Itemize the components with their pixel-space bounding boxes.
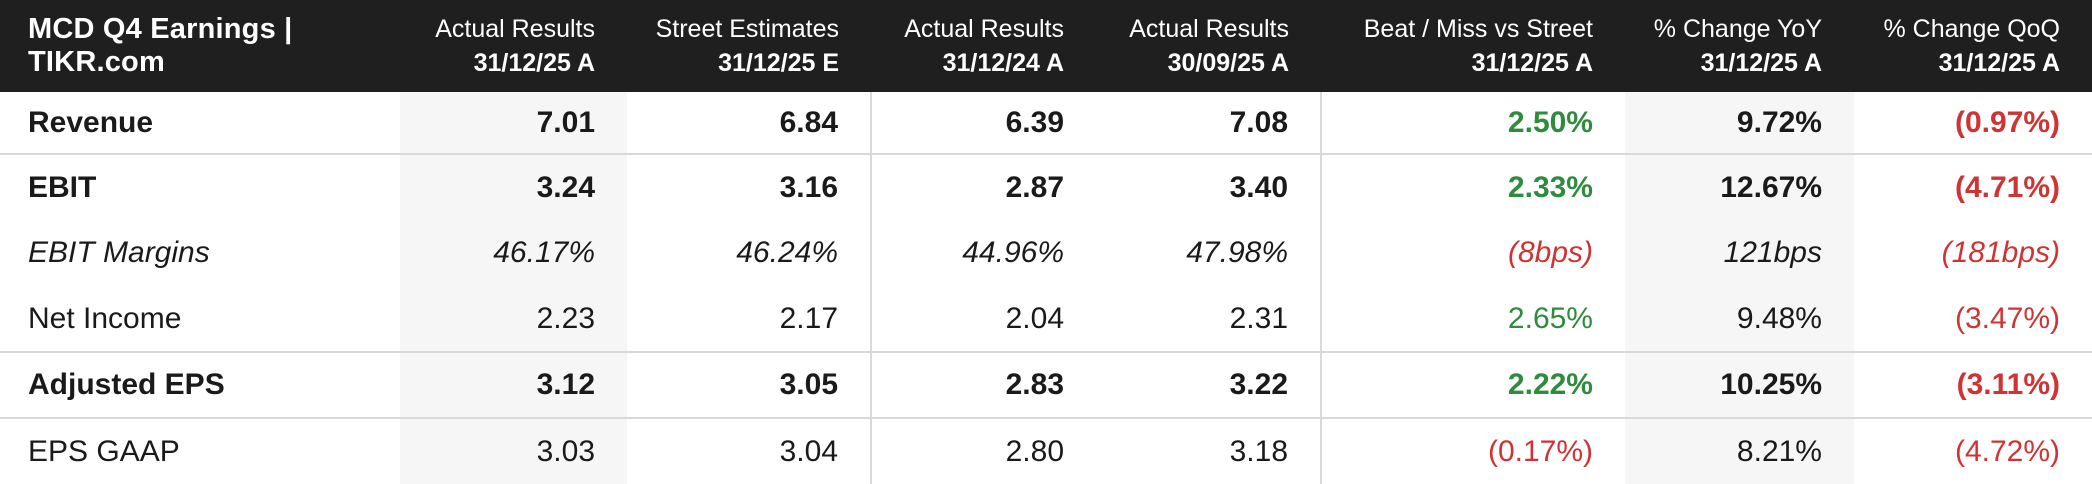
table-cell: 2.04 — [870, 286, 1096, 353]
row-label: EPS GAAP — [0, 418, 400, 484]
table-cell: 3.40 — [1096, 154, 1321, 220]
table-cell: 7.01 — [400, 92, 627, 155]
table-cell: 46.17% — [400, 220, 627, 286]
table-row-eps-gaap: EPS GAAP 3.03 3.04 2.80 3.18 (0.17%) 8.2… — [0, 418, 2092, 484]
table-cell: 3.04 — [627, 418, 871, 484]
column-label: Actual Results — [435, 15, 595, 43]
column-header-beat-miss-vs-street: Beat / Miss vs Street 31/12/25 A — [1321, 0, 1625, 92]
table-cell: 121bps — [1625, 220, 1854, 286]
row-label: EBIT Margins — [0, 220, 400, 286]
table-cell: 9.72% — [1625, 92, 1854, 155]
row-label: Net Income — [0, 286, 400, 353]
table-cell: 2.83 — [870, 352, 1096, 419]
table-cell: 10.25% — [1625, 352, 1854, 419]
table-cell: 6.84 — [627, 92, 871, 155]
table-cell: 7.08 — [1096, 92, 1321, 155]
table-cell: 2.23 — [400, 286, 627, 353]
column-label: % Change YoY — [1653, 15, 1822, 43]
table-cell: (3.47%) — [1854, 286, 2092, 353]
row-label: Revenue — [0, 92, 400, 155]
table-cell: 2.80 — [870, 418, 1096, 484]
column-header-actual-results-prior-year: Actual Results 31/12/24 A — [871, 0, 1096, 92]
column-header-pct-change-qoq: % Change QoQ 31/12/25 A — [1854, 0, 2092, 92]
column-label: Actual Results — [904, 15, 1064, 43]
table-cell: 3.12 — [400, 352, 627, 419]
table-cell: 2.87 — [870, 154, 1096, 220]
column-header-actual-results-latest: Actual Results 31/12/25 A — [400, 0, 627, 92]
table-cell: 44.96% — [870, 220, 1096, 286]
column-period: 31/12/24 A — [942, 49, 1064, 77]
table-cell: 46.24% — [627, 220, 871, 286]
table-title: MCD Q4 Earnings | TIKR.com — [0, 0, 400, 92]
table-cell: (3.11%) — [1854, 352, 2092, 419]
column-header-actual-results-prior-quarter: Actual Results 30/09/25 A — [1096, 0, 1321, 92]
table-cell: (4.72%) — [1854, 418, 2092, 484]
column-period: 31/12/25 A — [1938, 49, 2060, 77]
table-cell: (181bps) — [1854, 220, 2092, 286]
table-cell: 2.33% — [1320, 154, 1625, 220]
table-cell: (4.71%) — [1854, 154, 2092, 220]
column-period: 31/12/25 A — [473, 49, 595, 77]
column-label: % Change QoQ — [1883, 15, 2061, 43]
table-cell: 3.16 — [627, 154, 871, 220]
row-label: Adjusted EPS — [0, 352, 400, 419]
table-cell: 6.39 — [870, 92, 1096, 155]
table-cell: 3.22 — [1096, 352, 1321, 419]
table-row-revenue: Revenue 7.01 6.84 6.39 7.08 2.50% 9.72% … — [0, 92, 2092, 155]
table-cell: 8.21% — [1625, 418, 1854, 484]
column-period: 30/09/25 A — [1167, 49, 1289, 77]
table-cell: (8bps) — [1320, 220, 1625, 286]
table-cell: 2.31 — [1096, 286, 1321, 353]
column-label: Actual Results — [1129, 15, 1289, 43]
table-cell: (0.17%) — [1320, 418, 1625, 484]
table-row-ebit: EBIT 3.24 3.16 2.87 3.40 2.33% 12.67% (4… — [0, 154, 2092, 220]
row-label: EBIT — [0, 154, 400, 220]
table-cell: 3.18 — [1096, 418, 1321, 484]
column-header-street-estimates: Street Estimates 31/12/25 E — [627, 0, 871, 92]
table-cell: 2.22% — [1320, 352, 1625, 419]
column-label: Street Estimates — [655, 15, 839, 43]
column-header-pct-change-yoy: % Change YoY 31/12/25 A — [1625, 0, 1854, 92]
table-cell: 47.98% — [1096, 220, 1321, 286]
table-cell: 3.05 — [627, 352, 871, 419]
table-row-net-income: Net Income 2.23 2.17 2.04 2.31 2.65% 9.4… — [0, 286, 2092, 353]
table-cell: 9.48% — [1625, 286, 1854, 353]
column-period: 31/12/25 A — [1700, 49, 1822, 77]
column-period: 31/12/25 E — [718, 49, 839, 77]
table-cell: 12.67% — [1625, 154, 1854, 220]
header-row: MCD Q4 Earnings | TIKR.com Actual Result… — [0, 0, 2092, 92]
table-cell: 2.17 — [627, 286, 871, 353]
column-period: 31/12/25 A — [1471, 49, 1593, 77]
table-row-adjusted-eps: Adjusted EPS 3.12 3.05 2.83 3.22 2.22% 1… — [0, 352, 2092, 419]
table-cell: 2.50% — [1320, 92, 1625, 155]
table-cell: 3.03 — [400, 418, 627, 484]
table-row-ebit-margins: EBIT Margins 46.17% 46.24% 44.96% 47.98%… — [0, 220, 2092, 286]
table-cell: (0.97%) — [1854, 92, 2092, 155]
table-cell: 3.24 — [400, 154, 627, 220]
table-cell: 2.65% — [1320, 286, 1625, 353]
column-label: Beat / Miss vs Street — [1363, 15, 1593, 43]
